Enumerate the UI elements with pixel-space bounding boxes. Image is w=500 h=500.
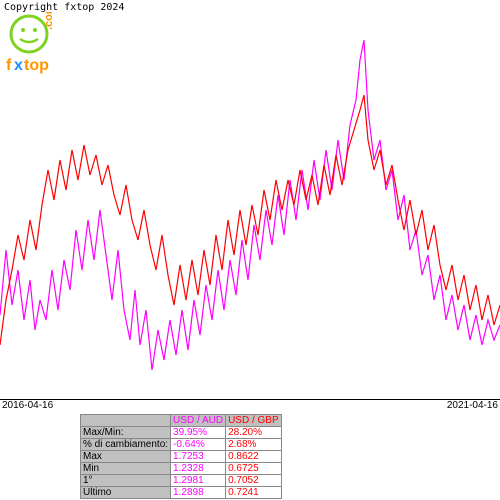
stats-table: USD / AUD USD / GBP Max/Min:39.95%28.20%… [80,414,282,499]
col-header-2: USD / GBP [226,415,282,427]
table-row: Min1.23280.6725 [81,463,282,475]
row-label: Max/Min: [81,427,171,439]
x-axis-start: 2016-04-16 [2,400,53,411]
row-label: Min [81,463,171,475]
cell-series1: 1.2898 [171,487,226,499]
x-axis-end: 2021-04-16 [447,400,498,411]
cell-series1: -0.64% [171,439,226,451]
cell-series2: 0.8622 [226,451,282,463]
cell-series1: 39.95% [171,427,226,439]
table-row: Max/Min:39.95%28.20% [81,427,282,439]
cell-series1: 1.2328 [171,463,226,475]
cell-series1: 1.2981 [171,475,226,487]
table-corner [81,415,171,427]
row-label: Ultimo [81,487,171,499]
table-row: 1°1.29810.7052 [81,475,282,487]
chart-series [0,40,500,370]
row-label: Max [81,451,171,463]
table-row: Max1.72530.8622 [81,451,282,463]
cell-series2: 28.20% [226,427,282,439]
cell-series2: 0.6725 [226,463,282,475]
cell-series2: 0.7052 [226,475,282,487]
cell-series1: 1.7253 [171,451,226,463]
cell-series2: 2.68% [226,439,282,451]
row-label: % di cambiamento: [81,439,171,451]
table-row: % di cambiamento:-0.64%2.68% [81,439,282,451]
chart-series [0,95,500,345]
line-chart [0,10,500,400]
cell-series2: 0.7241 [226,487,282,499]
row-label: 1° [81,475,171,487]
col-header-1: USD / AUD [171,415,226,427]
table-row: Ultimo1.28980.7241 [81,487,282,499]
